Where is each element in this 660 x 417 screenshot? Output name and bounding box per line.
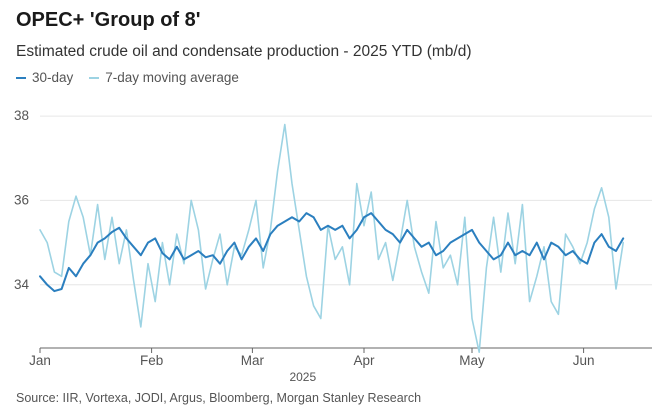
legend-swatch-30-day [16, 76, 26, 79]
chart-legend: 30-day 7-day moving average [16, 70, 239, 85]
y-tick-label: 34 [14, 277, 30, 292]
legend-swatch-7-day [89, 76, 100, 79]
legend-label-7-day: 7-day moving average [105, 70, 239, 85]
chart-title: OPEC+ 'Group of 8' [16, 9, 201, 31]
series-line-30-day [39, 212, 625, 293]
x-tick-label: May [459, 353, 485, 368]
legend-item-7-day: 7-day moving average [89, 70, 239, 85]
y-tick-label: 36 [14, 192, 29, 207]
x-tick-label: Apr [353, 353, 375, 368]
legend-item-30-day: 30-day [16, 70, 73, 85]
x-axis-label: 2025 [289, 370, 316, 384]
x-tick-label: Feb [140, 353, 163, 368]
x-tick-label: Jun [573, 353, 595, 368]
legend-label-30-day: 30-day [32, 70, 74, 85]
y-tick-label: 38 [14, 108, 29, 123]
chart-subtitle: Estimated crude oil and condensate produ… [16, 43, 472, 60]
source-note: Source: IIR, Vortexa, JODI, Argus, Bloom… [16, 391, 422, 405]
x-tick-label: Mar [241, 353, 265, 368]
x-tick-label: Jan [29, 353, 51, 368]
